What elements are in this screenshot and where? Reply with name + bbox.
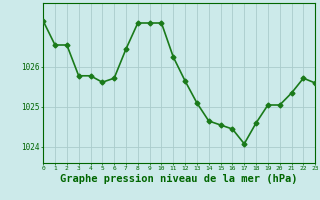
X-axis label: Graphe pression niveau de la mer (hPa): Graphe pression niveau de la mer (hPa) bbox=[60, 174, 298, 184]
